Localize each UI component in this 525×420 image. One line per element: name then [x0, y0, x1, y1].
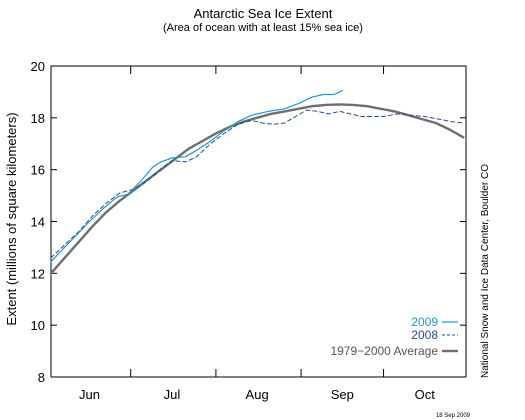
legend-label-0: 2009	[411, 315, 438, 329]
x-tick-label: Oct	[415, 387, 436, 402]
chart-subtitle: (Area of ocean with at least 15% sea ice…	[163, 22, 363, 34]
chart-title: Antarctic Sea Ice Extent	[194, 6, 333, 21]
y-tick-label: 10	[31, 318, 45, 333]
y-tick-label: 8	[38, 370, 45, 385]
legend-label-2: 1979−2000 Average	[330, 344, 438, 358]
y-tick-label: 16	[31, 163, 45, 178]
x-tick-label: Jun	[79, 387, 100, 402]
y-tick-label: 18	[31, 111, 45, 126]
credit-label-group: National Snow and Ice Data Center, Bould…	[480, 164, 491, 378]
series-layer	[49, 89, 465, 275]
series-line-0	[50, 89, 343, 263]
x-axis: Jun Jul Aug Sep Oct	[79, 66, 435, 402]
plot-frame	[50, 65, 467, 378]
x-tick-label: Aug	[246, 387, 269, 402]
y-axis: 8 10 12 14 16 18 20	[31, 59, 466, 385]
legend-label-1: 2008	[411, 328, 438, 342]
x-tick-label: Jul	[164, 387, 181, 402]
series-line-1	[50, 109, 464, 259]
y-tick-label: 12	[31, 266, 45, 281]
credit-label: National Snow and Ice Data Center, Bould…	[480, 164, 491, 378]
date-stamp: 18 Sep 2009	[436, 413, 471, 419]
y-axis-label: Extent (millions of square kilometers)	[4, 112, 19, 325]
x-tick-label: Sep	[331, 387, 354, 402]
y-tick-label: 20	[31, 59, 45, 74]
y-tick-label: 14	[31, 215, 45, 230]
series-line-2	[49, 103, 465, 275]
y-axis-label-group: Extent (millions of square kilometers)	[4, 112, 19, 325]
